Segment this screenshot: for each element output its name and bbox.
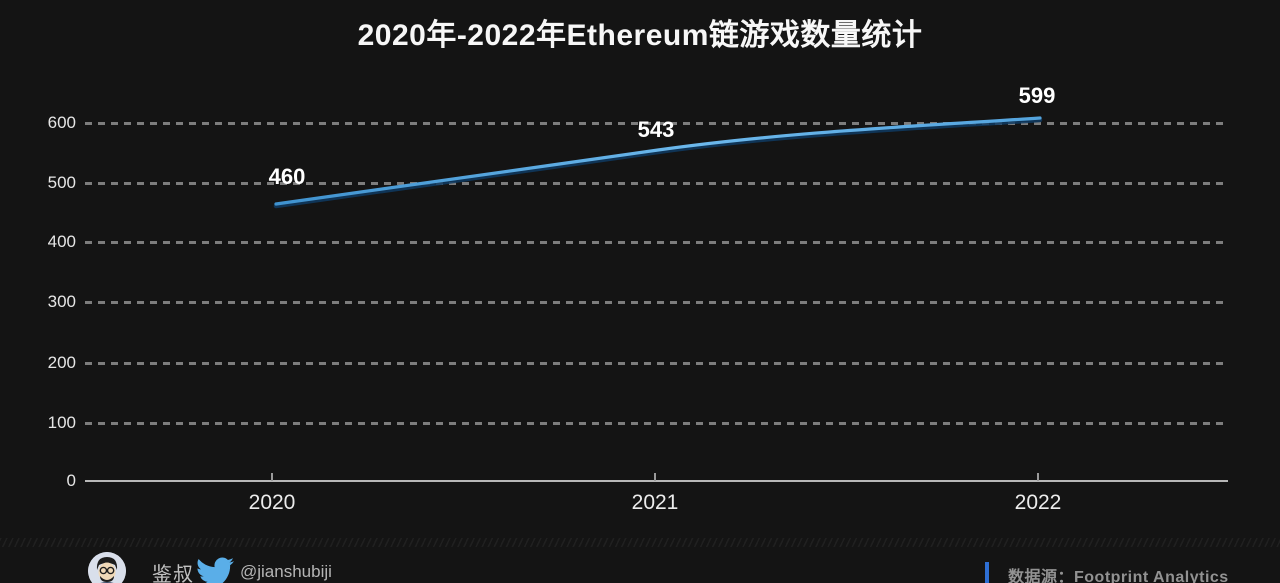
y-tick-label: 500 (47, 173, 76, 192)
y-tick-label: 200 (47, 353, 76, 372)
x-tick-2021 (654, 473, 656, 481)
data-label-2022: 599 (1018, 83, 1056, 108)
chart-title: 2020年-2022年Ethereum链游戏数量统计 (357, 19, 923, 52)
x-tick-2022 (1037, 473, 1039, 481)
x-tick-2020 (271, 473, 273, 481)
line-shadow (273, 117, 1043, 209)
twitter-handle: @jianshubiji (240, 562, 332, 581)
y-tick-label: 400 (47, 232, 76, 251)
gridline-300 (85, 301, 1228, 304)
gridline-400 (85, 241, 1228, 244)
twitter-icon (197, 557, 234, 583)
y-tick-label: 600 (47, 113, 76, 132)
data-source-label: 数据源：Footprint Analytics (1008, 569, 1229, 583)
gridline-600 (85, 122, 1228, 125)
data-label-2021: 543 (637, 117, 675, 142)
cartoon-man-avatar-icon (88, 552, 126, 583)
x-tick-label-2022: 2022 (1014, 491, 1062, 514)
avatar (88, 552, 126, 583)
data-label-2020: 460 (268, 164, 306, 189)
author-name: 鉴叔 (152, 564, 194, 583)
x-tick-label-2021: 2021 (631, 491, 679, 514)
x-tick-label-2020: 2020 (248, 491, 296, 514)
source-accent-bar (985, 562, 989, 583)
gridline-100 (85, 422, 1228, 425)
y-tick-label: 100 (47, 413, 76, 432)
texture-divider (0, 538, 1280, 547)
x-axis-line (85, 480, 1228, 482)
line-path (274, 116, 1042, 206)
gridline-200 (85, 362, 1228, 365)
y-tick-label: 300 (47, 292, 76, 311)
gridline-500 (85, 182, 1228, 185)
y-tick-label: 0 (66, 471, 76, 490)
